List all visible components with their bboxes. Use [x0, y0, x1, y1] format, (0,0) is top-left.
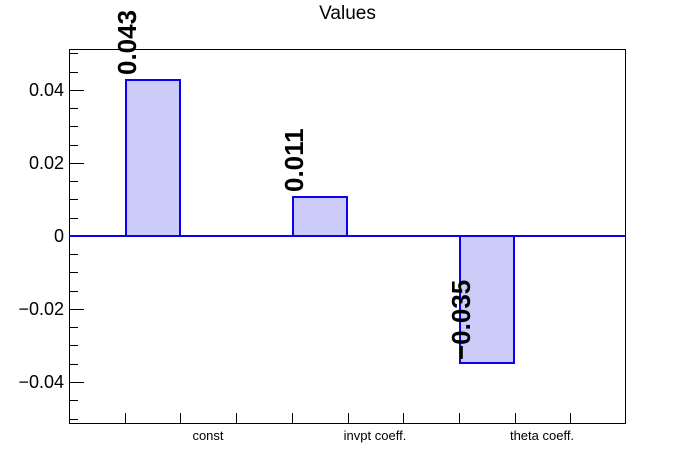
y-minor-tick [70, 254, 78, 255]
y-minor-tick [70, 72, 78, 73]
bar-value-label: 0.011 [279, 128, 309, 192]
y-major-tick [70, 382, 84, 383]
y-minor-tick [70, 181, 78, 182]
x-bin-tick [403, 413, 404, 424]
y-minor-tick [70, 364, 78, 365]
y-minor-tick [70, 345, 78, 346]
bar-value-label: 0.043 [112, 9, 142, 75]
x-category-label: theta coeff. [509, 428, 575, 443]
x-bin-tick [570, 413, 571, 424]
y-minor-tick [70, 108, 78, 109]
y-major-tick [70, 309, 84, 310]
bar-const [125, 79, 181, 237]
x-bin-tick [515, 413, 516, 424]
y-minor-tick [70, 419, 78, 420]
zero-line [69, 235, 626, 237]
y-tick-label: 0.02 [28, 153, 64, 173]
y-minor-tick [70, 199, 78, 200]
y-minor-tick [70, 126, 78, 127]
y-tick-label: −0.02 [18, 299, 64, 319]
y-minor-tick [70, 145, 78, 146]
bar-value-label: −0.035 [446, 279, 476, 360]
x-category-label: invpt coeff. [343, 428, 407, 443]
x-bin-tick [459, 413, 460, 424]
y-minor-tick [70, 291, 78, 292]
y-minor-tick [70, 272, 78, 273]
y-tick-label: 0 [53, 226, 64, 246]
bar-invpt-coeff- [292, 196, 348, 237]
y-major-tick [70, 163, 84, 164]
y-tick-label: 0.04 [28, 80, 64, 100]
y-minor-tick [70, 218, 78, 219]
y-minor-tick [70, 53, 78, 54]
y-minor-tick [70, 327, 78, 328]
y-minor-tick [70, 400, 78, 401]
bar-theta-coeff- [459, 235, 515, 364]
x-category-label: const [192, 428, 224, 443]
y-tick-label: −0.04 [18, 372, 64, 392]
x-bin-tick [348, 413, 349, 424]
x-bin-tick [236, 413, 237, 424]
x-bin-tick [292, 413, 293, 424]
y-major-tick [70, 90, 84, 91]
x-bin-tick [125, 413, 126, 424]
x-bin-tick [180, 413, 181, 424]
chart-title: Values [319, 3, 376, 24]
